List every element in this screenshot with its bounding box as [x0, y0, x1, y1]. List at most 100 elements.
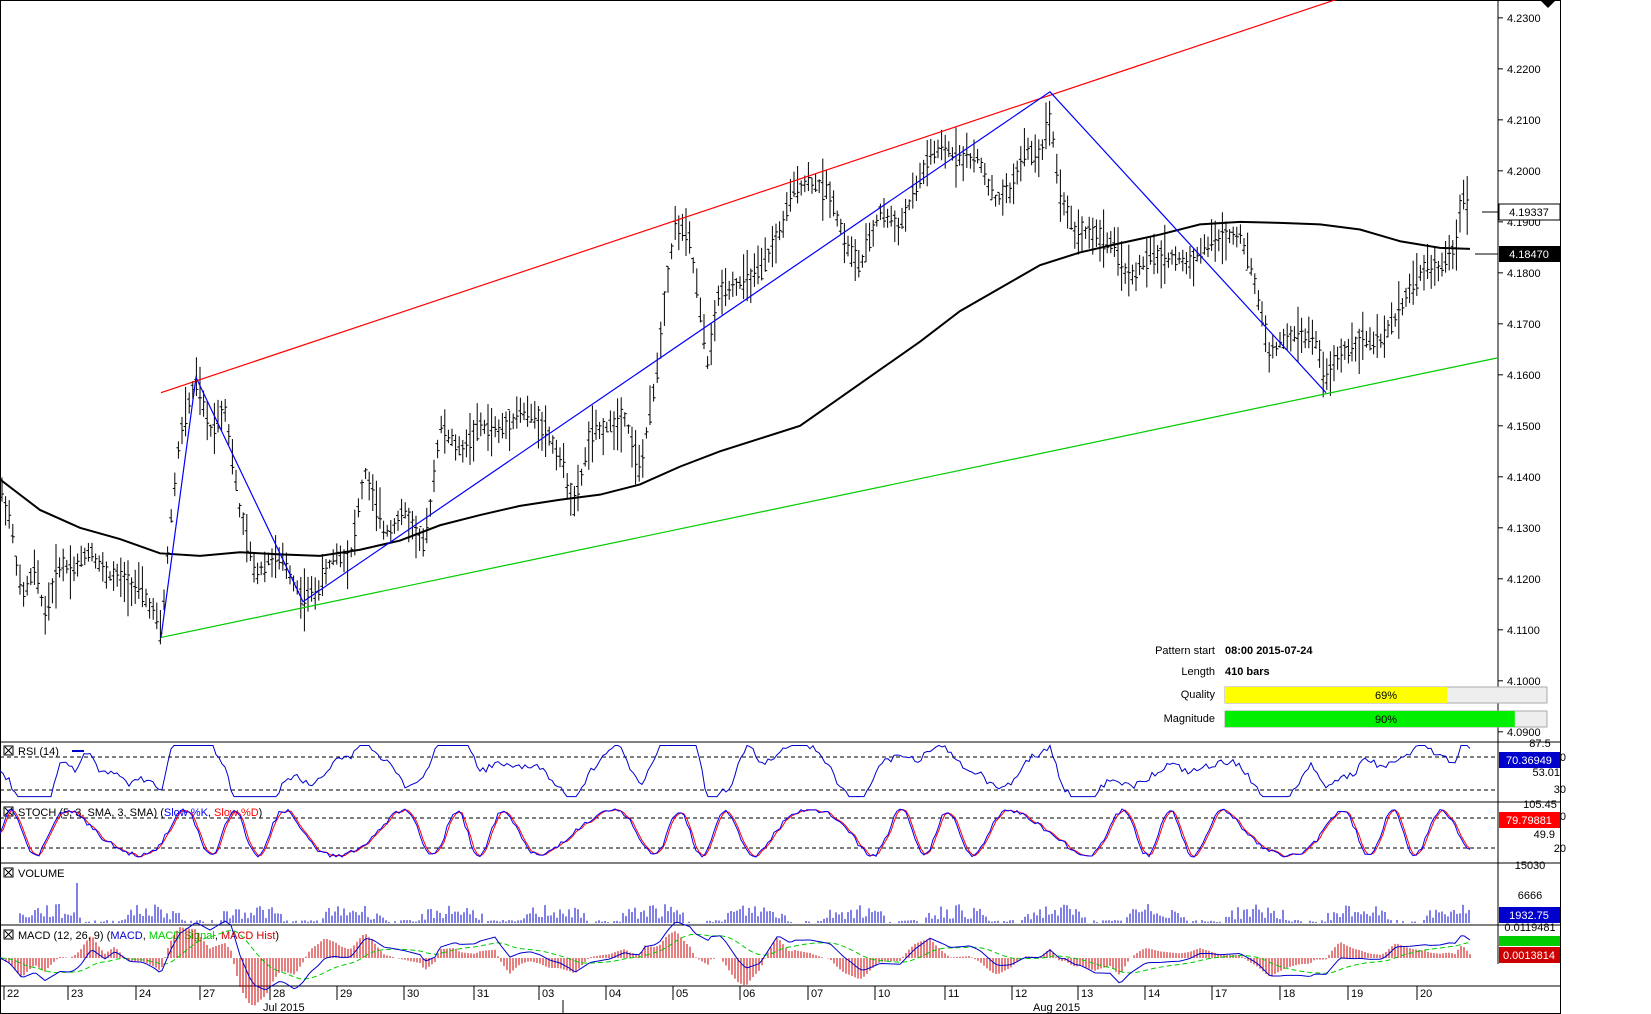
- main-price-layer: [0, 0, 1498, 645]
- price-tick-label: 4.1400: [1507, 472, 1541, 484]
- macd-label: MACD (12, 26, 9) (MACD, MACD Signal, MAC…: [18, 930, 279, 942]
- macd-line: [0, 920, 1471, 990]
- volume-label: VOLUME: [18, 868, 64, 880]
- channel-upper-line: [160, 0, 1337, 394]
- date-tick-label: 05: [676, 988, 688, 1000]
- date-tick-label: 13: [1081, 988, 1093, 1000]
- stoch-label: STOCH (5, 3, SMA, 3, SMA) (Slow %K, Slow…: [18, 807, 262, 819]
- macd-value: 0.0013814: [1503, 950, 1555, 962]
- macd-label-hist: MACD Hist: [221, 930, 275, 942]
- macd-signal-line: [0, 929, 1471, 980]
- rsi-close-icon: [4, 746, 13, 755]
- rsi-panel: RSI (14) 87.5 70 53.01 30 70.36949: [0, 738, 1566, 798]
- price-tick-label: 4.1200: [1507, 574, 1541, 586]
- date-tick-label: 14: [1148, 988, 1160, 1000]
- date-tick-label: 24: [139, 988, 151, 1000]
- price-tick-label: 4.1100: [1507, 625, 1540, 637]
- volume-bars: [19, 883, 1470, 923]
- date-tick-label: 30: [407, 988, 419, 1000]
- magnitude-label: Magnitude: [1164, 713, 1215, 725]
- date-tick-label: 27: [203, 988, 215, 1000]
- magnitude-bar-fill: [1225, 711, 1515, 727]
- stoch-label-d: Slow %D: [214, 807, 259, 819]
- macd-label-sep1: ,: [143, 930, 149, 942]
- rsi-value: 70.36949: [1506, 755, 1552, 767]
- rsi-label: RSI (14): [18, 746, 59, 758]
- stoch-label-sep: ,: [208, 807, 214, 819]
- rsi-axis-top: 87.5: [1529, 738, 1550, 750]
- date-tick-label: 03: [542, 988, 554, 1000]
- date-tick-label: 12: [1015, 988, 1027, 1000]
- macd-close-icon: [4, 930, 13, 939]
- ohlc-bars: [0, 100, 1470, 645]
- stoch-value-tag: [1499, 812, 1560, 828]
- stoch-axis-top: 105.45: [1523, 799, 1557, 811]
- price-tick-label: 4.2000: [1507, 166, 1541, 178]
- ma-value: 4.18470: [1509, 249, 1549, 261]
- channel-lower-line: [160, 357, 1498, 639]
- rsi-line: [0, 744, 1471, 798]
- zigzag-line: [160, 91, 1327, 638]
- rsi-level-30-label: 30: [1554, 784, 1566, 796]
- price-tick-label: 4.2100: [1507, 115, 1541, 127]
- length-value: 410 bars: [1225, 666, 1270, 678]
- stoch-panel: STOCH (5, 3, SMA, 3, SMA) (Slow %K, Slow…: [0, 799, 1566, 858]
- price-tick-label: 4.2300: [1507, 13, 1541, 25]
- date-tick-label: 11: [948, 988, 959, 1000]
- scroll-marker-icon[interactable]: [1540, 0, 1556, 8]
- quality-label: Quality: [1181, 689, 1216, 701]
- stoch-k-line: [0, 808, 1471, 858]
- month-label: Jul 2015: [263, 1002, 305, 1014]
- date-axis: 22 23 24 27 28 29 30 31 03 04 05 06 07 10 11 12 13 14 17 18…: [3, 986, 1432, 1014]
- date-tick-label: 28: [273, 988, 285, 1000]
- rsi-axis-mid: 53.01: [1532, 767, 1560, 779]
- date-tick-label: 18: [1283, 988, 1295, 1000]
- macd-label-prefix: MACD (12, 26, 9) (: [18, 930, 111, 942]
- month-label: Aug 2015: [1033, 1002, 1080, 1014]
- date-tick-label: 29: [340, 988, 352, 1000]
- quality-bar-fill: [1225, 687, 1448, 703]
- price-axis-labels: 4.23004.22004.21004.20004.19004.18004.17…: [1498, 13, 1541, 739]
- date-tick-label: 10: [878, 988, 890, 1000]
- macd-signal-tag: [1499, 936, 1560, 946]
- macd-panel: MACD (12, 26, 9) (MACD, MACD Signal, MAC…: [0, 920, 1560, 1006]
- date-tick-label: 20: [1420, 988, 1432, 1000]
- price-tick-label: 4.1600: [1507, 370, 1541, 382]
- date-tick-label: 31: [477, 988, 489, 1000]
- price-tick-label: 4.0900: [1507, 727, 1541, 739]
- current-price-value: 4.19337: [1509, 207, 1549, 219]
- current-price-tag: 4.19337: [1482, 203, 1561, 221]
- quality-value: 69%: [1375, 690, 1397, 702]
- date-tick-label: 04: [609, 988, 621, 1000]
- macd-axis-top: 0.0119481: [1504, 922, 1555, 934]
- price-tick-label: 4.1300: [1507, 523, 1541, 535]
- moving-average-line: [0, 220, 1471, 557]
- macd-label-suffix: ): [275, 930, 279, 942]
- date-tick-label: 06: [743, 988, 755, 1000]
- macd-label-macd: MACD: [110, 930, 142, 942]
- date-tick-label: 23: [71, 988, 83, 1000]
- price-tick-label: 4.1700: [1507, 319, 1541, 331]
- volume-value: 1932.75: [1509, 910, 1549, 922]
- length-label: Length: [1181, 666, 1215, 678]
- rsi-value-tag: [1499, 752, 1560, 768]
- price-tick-label: 4.2200: [1507, 64, 1541, 76]
- volume-close-icon: [4, 868, 13, 877]
- date-tick-label: 17: [1215, 988, 1227, 1000]
- volume-panel: VOLUME 15030 6666 1932.75: [3, 860, 1560, 923]
- date-tick-label: 22: [7, 988, 19, 1000]
- stoch-label-suffix: ): [259, 807, 263, 819]
- stoch-axis-mid: 49.9: [1534, 829, 1555, 841]
- price-tick-label: 4.1000: [1507, 676, 1541, 688]
- ma-value-tag: 4.18470: [1475, 246, 1560, 262]
- pattern-info-panel: Pattern start 08:00 2015-07-24 Length 41…: [1155, 645, 1548, 728]
- date-tick-label: 07: [811, 988, 823, 1000]
- date-tick-label: 19: [1351, 988, 1363, 1000]
- pattern-start-label: Pattern start: [1155, 645, 1215, 657]
- macd-value-tag: [1499, 947, 1560, 963]
- volume-axis-mid: 6666: [1518, 890, 1542, 902]
- macd-label-sep2: ,: [215, 930, 221, 942]
- price-tick-label: 4.1800: [1507, 268, 1541, 280]
- pattern-start-value: 08:00 2015-07-24: [1225, 645, 1313, 657]
